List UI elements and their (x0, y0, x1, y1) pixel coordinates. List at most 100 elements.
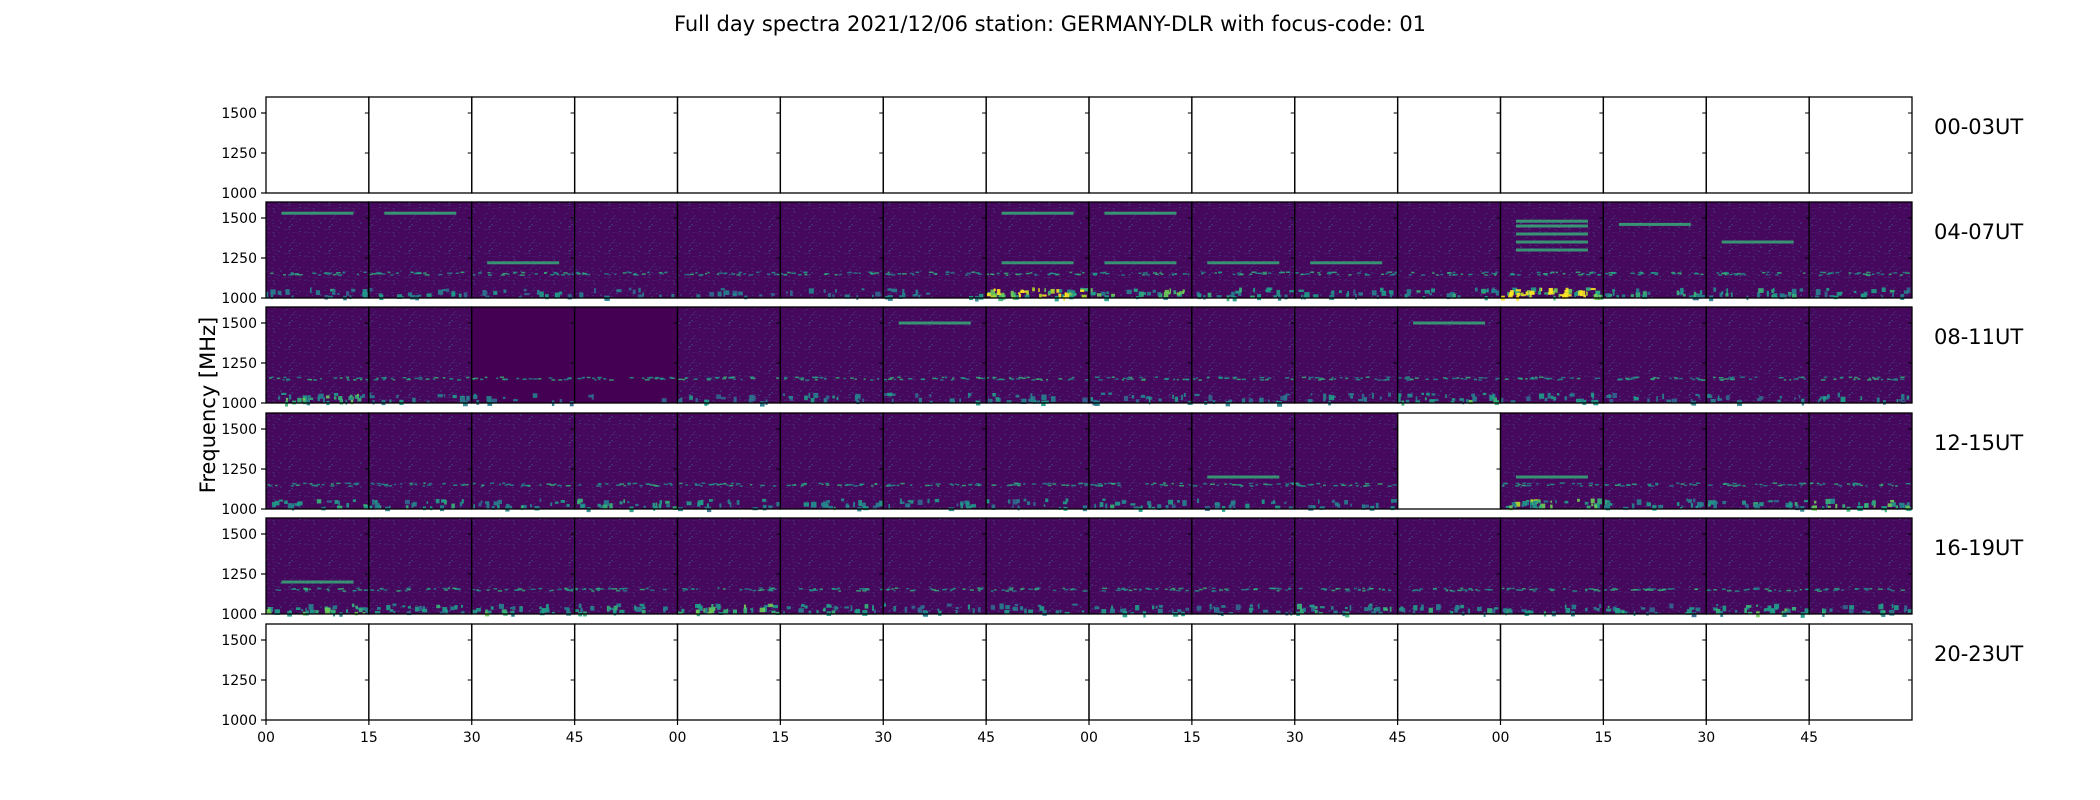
rfi-mark (417, 272, 421, 275)
rfi-mark (795, 376, 799, 379)
burst-mark (1472, 396, 1477, 402)
burst-mark (1072, 603, 1078, 606)
burst-mark (1699, 502, 1704, 507)
rfi-mark (497, 590, 503, 592)
rfi-mark (557, 588, 562, 591)
burst-mark (987, 398, 990, 404)
burst-mark (1406, 289, 1412, 295)
burst-mark (1272, 500, 1275, 503)
rfi-mark (568, 484, 571, 487)
burst-mark (1692, 498, 1696, 503)
rfi-mark (1575, 271, 1581, 274)
burst-mark (639, 603, 645, 607)
rfi-mark (1572, 482, 1576, 485)
burst-mark (1344, 607, 1348, 610)
rfi-mark (291, 485, 294, 487)
rfi-mark (524, 484, 530, 487)
burst-mark (1715, 608, 1721, 615)
burst-mark (661, 398, 667, 404)
burst-mark (1284, 501, 1287, 505)
rfi-mark (1020, 588, 1024, 591)
burst-mark (1507, 291, 1509, 296)
burst-mark (1800, 612, 1805, 618)
burst-mark (1814, 500, 1817, 504)
rfi-mark (1487, 589, 1493, 591)
burst-mark (1890, 499, 1895, 503)
burst-mark (1717, 398, 1723, 401)
rfi-mark (1155, 588, 1159, 590)
rfi-mark (1880, 273, 1885, 276)
rfi-mark (363, 271, 367, 273)
rfi-mark (1353, 587, 1358, 590)
rfi-mark (1877, 588, 1883, 590)
burst-mark (281, 392, 287, 395)
rfi-mark (836, 587, 841, 590)
rfi-mark (1254, 588, 1258, 590)
rfi-mark (1468, 588, 1471, 591)
burst-mark (473, 394, 478, 400)
panel-frame (1191, 96, 1296, 194)
burst-mark (1906, 287, 1911, 293)
burst-mark (1906, 395, 1910, 400)
burst-mark (1101, 609, 1107, 614)
rfi-mark (1731, 376, 1735, 379)
burst-mark (1406, 293, 1411, 297)
rfi-mark (1655, 483, 1659, 486)
burst-mark (1635, 292, 1641, 298)
rfi-mark (696, 588, 699, 590)
burst-mark (1525, 500, 1530, 506)
spectrum-background (471, 413, 575, 509)
rfi-mark (780, 272, 783, 275)
line-band (281, 211, 354, 215)
rfi-mark (849, 484, 854, 486)
rfi-mark (738, 271, 743, 274)
burst-mark (905, 503, 911, 508)
burst-mark (828, 505, 833, 509)
rfi-mark (585, 273, 591, 276)
rfi-mark (1142, 274, 1146, 276)
rfi-mark (632, 273, 636, 276)
rfi-mark (664, 271, 668, 274)
burst-mark (473, 504, 475, 510)
burst-mark (1621, 294, 1626, 298)
spectrum-panel (1602, 517, 1707, 618)
rfi-mark (771, 271, 776, 274)
rfi-mark (577, 273, 581, 275)
burst-mark (1623, 611, 1628, 614)
rfi-mark (826, 484, 830, 486)
burst-mark (1215, 502, 1221, 507)
rfi-mark (1084, 484, 1088, 487)
burst-mark (324, 607, 330, 614)
rfi-mark (1253, 588, 1258, 591)
rfi-mark (522, 378, 527, 380)
burst-mark (326, 395, 330, 399)
rfi-mark (1900, 589, 1905, 591)
rfi-mark (1506, 589, 1510, 591)
spectrum-background (780, 202, 884, 298)
rfi-mark (941, 376, 944, 379)
burst-mark (1275, 400, 1279, 404)
rfi-mark (1525, 378, 1528, 380)
rfi-mark (909, 272, 914, 275)
burst-mark (759, 401, 765, 407)
rfi-mark (1237, 272, 1241, 274)
rfi-mark (626, 271, 631, 273)
rfi-mark (1384, 378, 1390, 381)
rfi-mark (684, 377, 689, 379)
burst-mark (1556, 393, 1560, 396)
rfi-mark (1076, 273, 1082, 276)
rfi-mark (1232, 484, 1237, 486)
burst-mark (1695, 393, 1699, 397)
spectrum-background (1603, 202, 1707, 298)
rfi-mark (1651, 271, 1657, 274)
rfi-mark (991, 484, 997, 486)
rfi-mark (1192, 485, 1198, 487)
rfi-mark (1789, 379, 1792, 381)
burst-mark (1182, 500, 1187, 506)
burst-mark (978, 293, 984, 300)
burst-mark (1745, 605, 1752, 608)
burst-mark (1734, 610, 1738, 613)
rfi-mark (1185, 589, 1189, 592)
burst-mark (1274, 505, 1281, 510)
burst-mark (835, 289, 837, 293)
